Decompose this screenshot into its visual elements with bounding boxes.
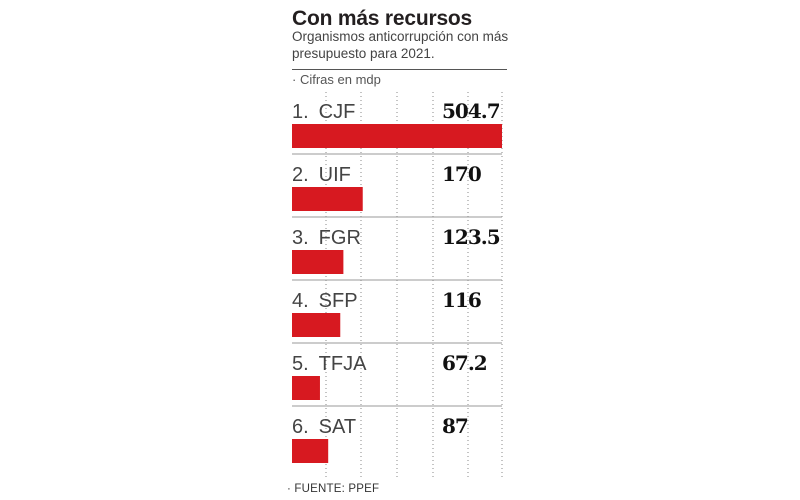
- value-label: 67.2: [442, 351, 487, 375]
- bar: [292, 376, 320, 400]
- category-label: 3. FGR: [292, 227, 361, 249]
- source-note: · FUENTE: PPEF: [287, 483, 380, 495]
- units-note: · Cifras en mdp: [292, 72, 381, 87]
- value-label: 170: [442, 162, 481, 186]
- category-label: 1. CJF: [292, 101, 355, 123]
- value-label: 504.7: [442, 99, 500, 123]
- chart-subtitle: Organismos anticorrupción con más presup…: [292, 29, 509, 61]
- bar: [292, 439, 329, 463]
- bar: [292, 124, 502, 148]
- value-label: 116: [442, 288, 481, 312]
- value-label: 123.5: [442, 225, 500, 249]
- header-rule: [292, 69, 507, 70]
- category-label: 5. TFJA: [292, 353, 367, 375]
- category-label: 4. SFP: [292, 290, 358, 312]
- bar: [292, 187, 363, 211]
- bar: [292, 313, 341, 337]
- value-label: 87: [442, 414, 468, 438]
- bar: [292, 250, 344, 274]
- category-label: 2. UIF: [292, 164, 351, 186]
- chart-title: Con más recursos: [292, 7, 473, 30]
- category-label: 6. SAT: [292, 416, 356, 438]
